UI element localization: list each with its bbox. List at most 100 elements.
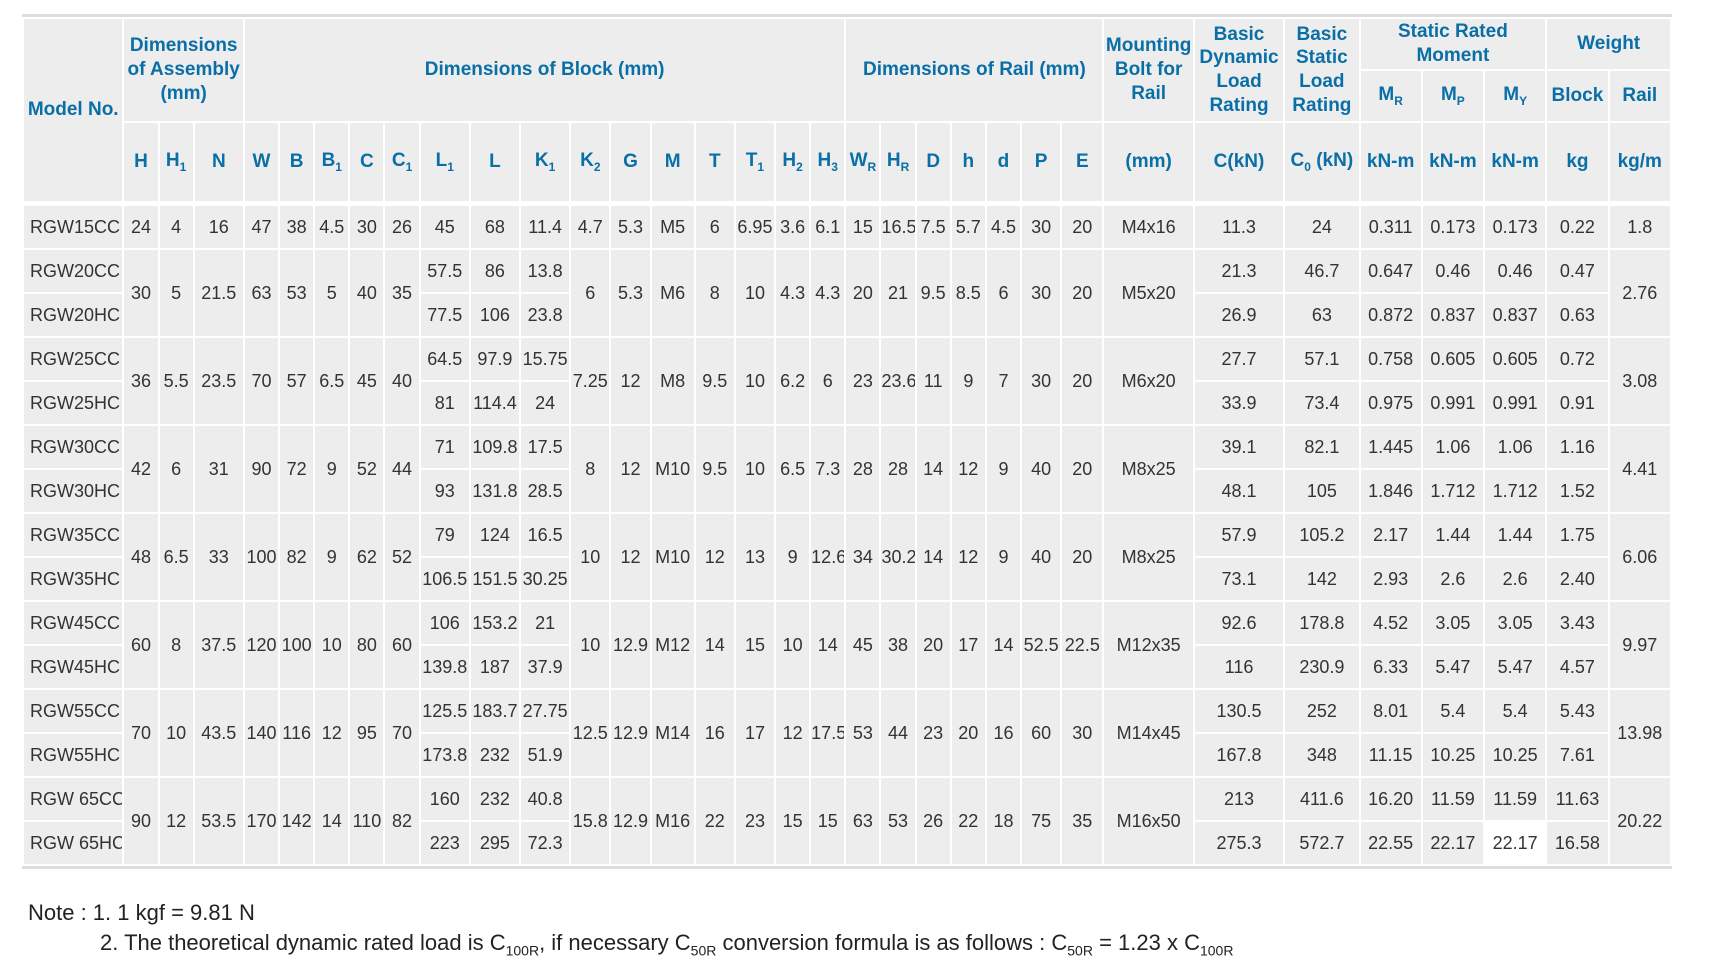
symbol-main: M [1378, 84, 1395, 106]
cell-P: 30 [1022, 250, 1061, 336]
cell-d: 6 [986, 250, 1021, 336]
cell-Cdyn: 11.3 [1194, 203, 1284, 248]
cell-E: 35 [1062, 778, 1103, 864]
symbol-sub: 2 [796, 159, 803, 174]
cell-bolt: M8x25 [1104, 514, 1193, 600]
note-text: 2. The theoretical dynamic rated load is… [100, 930, 506, 956]
header-dim-T: T [695, 123, 734, 201]
cell-L1: 64.5 [420, 338, 469, 380]
cell-T: 9.5 [695, 338, 734, 424]
cell-D: 11 [916, 338, 950, 424]
symbol-main: D [926, 151, 941, 173]
cell-B: 82 [280, 514, 314, 600]
cell-MP: 1.712 [1422, 470, 1484, 512]
cell-d: 7 [986, 338, 1021, 424]
symbol-main: C [360, 151, 374, 173]
table-row: RGW55HC 173.8 232 51.9 167.8 348 11.15 10.25 10.… [24, 734, 1670, 776]
header-moment-unit: kN-m [1360, 123, 1421, 201]
cell-C1: 35 [385, 250, 419, 336]
symbol-main: H [165, 150, 180, 172]
cell-L1: 173.8 [420, 734, 469, 776]
symbol-sub: 1 [447, 159, 454, 174]
cell-P: 60 [1022, 690, 1061, 776]
note-subscript: 50R [690, 942, 717, 959]
cell-C0: 24 [1285, 203, 1359, 248]
symbol-main: W [849, 150, 868, 172]
symbol-main: B [289, 151, 304, 173]
table-row: RGW45CC 60 8 37.5 120 100 10 80 60 106 153.2 21 10 12… [24, 602, 1670, 688]
table-row: RGW35HC 106.5 151.5 30.25 73.1 142 2.93 2.6 2.6 2… [24, 558, 1670, 600]
cell-C0: 82.1 [1285, 426, 1359, 468]
cell-L: 295 [470, 822, 520, 864]
cell-H1: 6 [159, 426, 193, 512]
symbol-main: C [1290, 150, 1305, 172]
cell-K2: 7.25 [571, 338, 610, 424]
note-line-1: Note : 1. 1 kgf = 9.81 N [28, 900, 255, 925]
cell-MR: 0.758 [1360, 338, 1421, 380]
cell-C0: 73.4 [1285, 382, 1359, 424]
cell-B1: 10 [315, 602, 349, 688]
cell-C1: 70 [385, 690, 419, 776]
cell-M: M16 [651, 778, 694, 864]
cell-H3: 14 [811, 602, 845, 688]
model-cell: RGW25CC [24, 338, 123, 380]
cell-Cdyn: 48.1 [1194, 470, 1284, 512]
cell-MR: 0.975 [1360, 382, 1421, 424]
cell-T1: 13 [735, 514, 775, 600]
cell-H2: 3.6 [776, 203, 810, 248]
cell-Cdyn: 39.1 [1194, 426, 1284, 468]
cell-WR: 45 [846, 602, 880, 688]
symbol-main: d [997, 151, 1010, 173]
cell-N: 33 [194, 514, 243, 600]
cell-MR: 22.55 [1360, 822, 1421, 864]
header-dim-C1: C1 [385, 123, 419, 201]
cell-MP: 5.47 [1422, 646, 1484, 688]
cell-C1: 60 [385, 602, 419, 688]
cell-MR: 11.15 [1360, 734, 1421, 776]
cell-H3: 12.6 [811, 514, 845, 600]
cell-C0: 63 [1285, 294, 1359, 336]
cell-T1: 23 [735, 778, 775, 864]
cell-Cdyn: 21.3 [1194, 250, 1284, 292]
cell-P: 40 [1022, 514, 1061, 600]
table-row: RGW20CC 30 5 21.5 63 53 5 40 35 57.5 86 13.8 6 5.3 M6 8… [24, 250, 1670, 336]
cell-rail-kg: 2.76 [1609, 250, 1670, 336]
header-rail: Dimensions of Rail (mm) [846, 19, 1103, 121]
header-moment-p: MP [1422, 71, 1484, 121]
symbol-main: G [623, 151, 638, 173]
header-moment-y: MY [1485, 71, 1546, 121]
cell-rail-kg: 4.41 [1609, 426, 1670, 512]
cell-B1: 9 [315, 514, 349, 600]
cell-C: 40 [350, 250, 384, 336]
cell-H: 48 [124, 514, 158, 600]
table-row: RGW 65CC 90 12 53.5 170 142 14 110 82 160 232 40.8 1… [24, 778, 1670, 864]
cell-K2: 15.8 [571, 778, 610, 864]
cell-bolt: M4x16 [1104, 203, 1193, 248]
header-dynamic-load: Basic Dynamic Load Rating [1194, 19, 1284, 121]
cell-Cdyn: 73.1 [1194, 558, 1284, 600]
symbol-main: T [745, 150, 758, 172]
cell-W: 140 [244, 690, 279, 776]
cell-MY: 2.6 [1485, 558, 1546, 600]
cell-Cdyn: 27.7 [1194, 338, 1284, 380]
symbol-main: B [321, 150, 336, 172]
cell-MY: 22.17 [1485, 822, 1546, 864]
header-static-load: Basic Static Load Rating [1285, 19, 1359, 121]
cell-N: 53.5 [194, 778, 243, 864]
cell-WR: 28 [846, 426, 880, 512]
cell-WR: 63 [846, 778, 880, 864]
cell-E: 20 [1062, 250, 1103, 336]
cell-Cdyn: 116 [1194, 646, 1284, 688]
cell-MY: 0.605 [1485, 338, 1546, 380]
cell-K2: 4.7 [571, 203, 610, 248]
cell-MP: 0.605 [1422, 338, 1484, 380]
cell-Cdyn: 26.9 [1194, 294, 1284, 336]
cell-G: 12 [611, 514, 650, 600]
model-cell: RGW25HC [24, 382, 123, 424]
cell-C: 62 [350, 514, 384, 600]
cell-C0: 348 [1285, 734, 1359, 776]
cell-block_kg: 1.16 [1547, 426, 1608, 468]
table-row: RGW15CC 24 4 16 47 38 4.5 30 26 45 68 11.4 4.7 5.3 M5 6… [24, 203, 1670, 248]
cell-H1: 5 [159, 250, 193, 336]
cell-WR: 34 [846, 514, 880, 600]
